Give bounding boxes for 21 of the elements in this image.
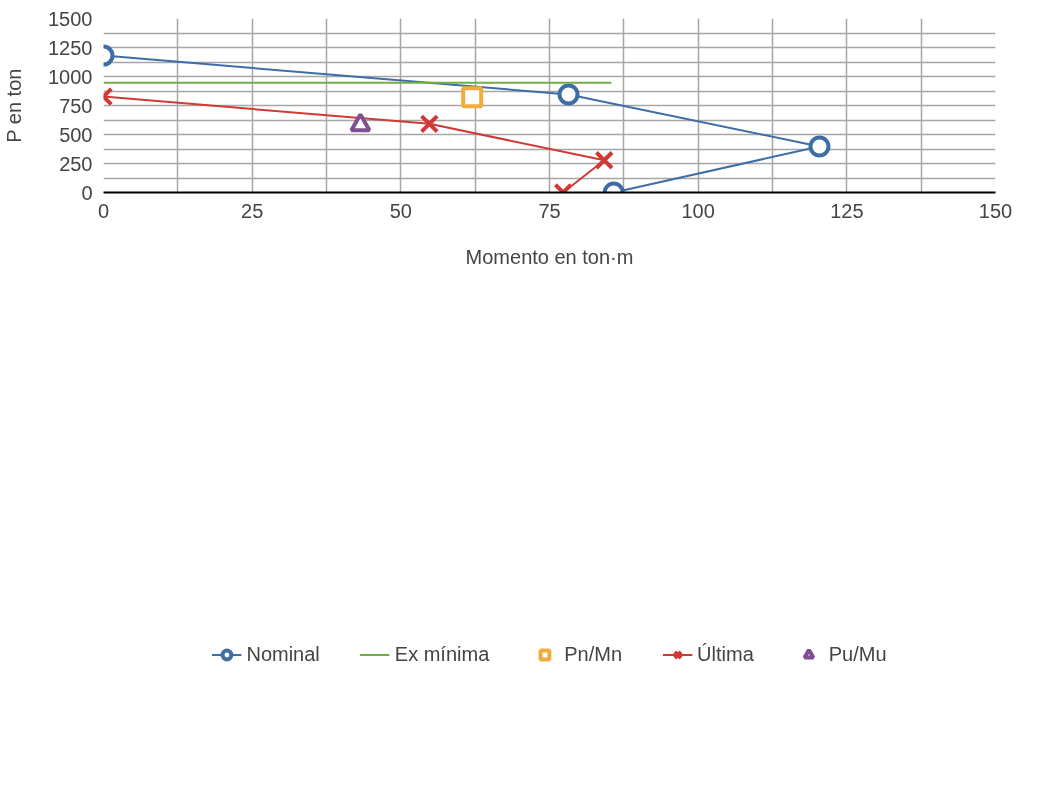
x-axis-title: Momento en ton·m — [465, 245, 634, 268]
y-tick-label: 250 — [59, 152, 93, 175]
legend-label: Nominal — [246, 642, 320, 666]
x-tick-label: 125 — [830, 199, 864, 222]
y-tick-label: 500 — [59, 123, 93, 146]
y-tick-label: 1250 — [48, 36, 93, 59]
x-tick-label: 50 — [389, 199, 412, 222]
legend-label: Pu/Mu — [828, 642, 887, 666]
x-tick-label: 150 — [978, 199, 1013, 222]
legend-label: Pn/Mn — [564, 642, 623, 666]
legend-label: Última — [697, 642, 754, 666]
x-tick-label: 0 — [97, 199, 110, 222]
y-axis-title: P en ton — [3, 68, 26, 143]
x-tick-label: 25 — [241, 199, 264, 222]
y-tick-label: 0 — [81, 181, 93, 204]
y-tick-label: 1500 — [48, 7, 93, 30]
y-tick-label: 1000 — [48, 65, 93, 88]
legend-label: Ex mínima — [394, 642, 490, 666]
x-tick-label: 100 — [681, 199, 715, 222]
y-tick-label: 750 — [59, 94, 93, 117]
x-tick-label: 75 — [538, 199, 561, 222]
